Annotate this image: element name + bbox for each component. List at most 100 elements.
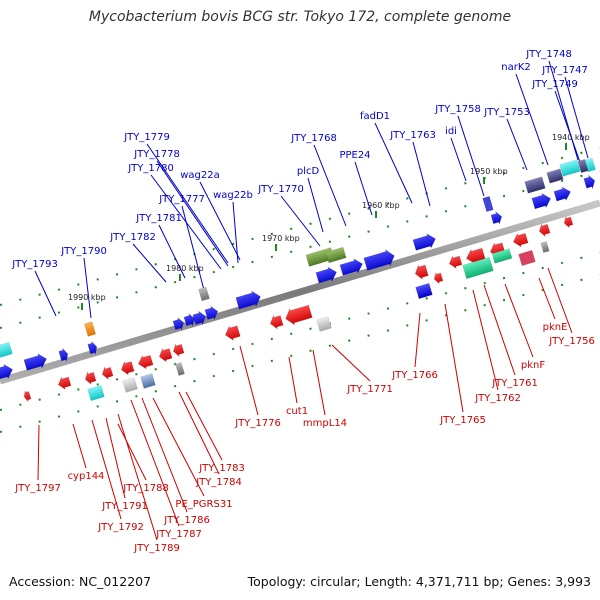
forward-gene-label[interactable]: fadD1	[360, 111, 390, 122]
reverse-gene-label[interactable]: cyp144	[68, 471, 105, 482]
reverse-gene-label[interactable]: JTY_1791	[101, 501, 148, 512]
gene-block[interactable]	[122, 377, 138, 393]
gene-block[interactable]	[462, 257, 494, 279]
gene-block[interactable]	[325, 246, 347, 264]
forward-gene-arrow[interactable]	[58, 347, 70, 363]
forward-gene-arrow[interactable]	[315, 265, 338, 285]
reverse-gene-label[interactable]: JTY_1786	[163, 515, 210, 526]
forward-gene-label[interactable]: wag22b	[213, 190, 253, 201]
reverse-gene-label[interactable]: pknE	[543, 322, 568, 333]
forward-gene-label[interactable]: wag22a	[180, 170, 220, 181]
forward-gene-arrow[interactable]	[23, 352, 48, 373]
reverse-gene-label[interactable]: JTY_1797	[14, 483, 61, 494]
forward-gene-label[interactable]: JTY_1782	[109, 232, 156, 243]
reverse-gene-label[interactable]: JTY_1765	[439, 415, 486, 426]
reverse-gene-label[interactable]: pknF	[521, 360, 545, 371]
forward-gene-label[interactable]: JTY_1777	[158, 194, 205, 205]
gene-block[interactable]	[415, 282, 433, 300]
reverse-gene-arrow[interactable]	[22, 389, 32, 403]
reverse-gene-arrow[interactable]	[511, 231, 529, 248]
forward-gene-label[interactable]: JTY_1747	[541, 65, 588, 76]
gene-block[interactable]	[524, 176, 546, 194]
reverse-gene-label[interactable]: JTY_1789	[133, 543, 180, 554]
forward-gene-label[interactable]: JTY_1749	[531, 79, 578, 90]
gene-block[interactable]	[482, 195, 494, 213]
forward-gene-label[interactable]: JTY_1790	[60, 246, 107, 257]
forward-gene-label[interactable]: idi	[445, 126, 457, 137]
forward-gene-label[interactable]: JTY_1768	[290, 133, 337, 144]
gene-block[interactable]	[316, 316, 332, 332]
forward-gene-arrow[interactable]	[235, 289, 263, 311]
reverse-gene-arrow[interactable]	[432, 271, 444, 285]
forward-gene-arrow[interactable]	[583, 174, 597, 190]
forward-gene-label[interactable]: JTY_1753	[483, 107, 530, 118]
reverse-gene-arrow[interactable]	[447, 254, 463, 270]
reverse-gene-label[interactable]: JTY_1766	[391, 370, 438, 381]
reverse-gene-arrow[interactable]	[83, 370, 97, 386]
gene-block[interactable]	[140, 373, 156, 389]
forward-gene-arrow[interactable]	[490, 210, 503, 225]
reverse-gene-arrow[interactable]	[537, 222, 551, 238]
gene-block[interactable]	[87, 384, 105, 402]
gene-block[interactable]	[577, 158, 589, 174]
gene-block[interactable]	[518, 249, 536, 267]
reverse-gene-arrow[interactable]	[562, 215, 574, 229]
forward-gene-arrow[interactable]	[412, 232, 437, 253]
gene-block[interactable]	[540, 241, 550, 253]
reverse-gene-arrow[interactable]	[413, 263, 429, 281]
reverse-gene-arrow[interactable]	[223, 324, 241, 342]
gene-block[interactable]	[0, 341, 13, 359]
reverse-gene-arrow[interactable]	[100, 365, 114, 381]
forward-gene-label[interactable]: JTY_1781	[135, 213, 182, 224]
forward-gene-arrow[interactable]	[339, 257, 364, 278]
gene-block[interactable]	[198, 286, 210, 302]
reverse-gene-label[interactable]: PE_PGRS31	[175, 499, 232, 510]
forward-gene-arrow[interactable]	[192, 310, 207, 327]
reverse-gene-arrow[interactable]	[56, 375, 72, 391]
gene-block[interactable]	[546, 168, 564, 184]
forward-gene-label[interactable]: JTY_1778	[133, 149, 180, 160]
gene-block[interactable]	[491, 248, 513, 264]
genome-title: Mycobacterium bovis BCG str. Tokyo 172, …	[88, 9, 512, 25]
reverse-gene-label[interactable]: JTY_1792	[97, 522, 144, 533]
reverse-gene-arrow[interactable]	[171, 342, 185, 358]
forward-gene-label[interactable]: JTY_1763	[389, 130, 436, 141]
forward-gene-arrow[interactable]	[183, 312, 196, 327]
reverse-gene-arrow[interactable]	[268, 314, 284, 331]
forward-gene-arrow[interactable]	[553, 185, 572, 203]
forward-gene-arrow[interactable]	[0, 362, 15, 381]
reverse-gene-arrow[interactable]	[283, 303, 313, 327]
forward-gene-arrow[interactable]	[531, 191, 553, 210]
forward-gene-arrow[interactable]	[87, 340, 99, 356]
forward-gene-arrow[interactable]	[204, 305, 219, 322]
reverse-gene-arrow[interactable]	[136, 353, 154, 370]
gene-block[interactable]	[84, 321, 96, 337]
reverse-gene-label[interactable]: JTY_1761	[491, 378, 538, 389]
reverse-gene-label[interactable]: JTY_1787	[155, 529, 202, 540]
reverse-gene-label[interactable]: JTY_1776	[234, 418, 281, 429]
gene-block[interactable]	[559, 159, 581, 177]
forward-gene-label[interactable]: JTY_1779	[123, 132, 170, 143]
label-connector	[105, 417, 126, 499]
reverse-gene-arrow[interactable]	[119, 360, 135, 377]
gene-block[interactable]	[175, 362, 185, 376]
reverse-gene-label[interactable]: JTY_1756	[548, 336, 595, 347]
forward-gene-label[interactable]: plcD	[297, 166, 320, 177]
reverse-gene-label[interactable]: cut1	[286, 406, 308, 417]
reverse-gene-label[interactable]: JTY_1788	[122, 483, 169, 494]
reverse-gene-label[interactable]: JTY_1762	[474, 393, 521, 404]
forward-gene-arrow[interactable]	[363, 248, 397, 273]
reverse-gene-label[interactable]: JTY_1784	[195, 477, 242, 488]
forward-gene-label[interactable]: JTY_1770	[257, 184, 304, 195]
forward-gene-label[interactable]: JTY_1793	[11, 259, 58, 270]
forward-gene-label[interactable]: JTY_1780	[127, 163, 174, 174]
forward-gene-arrow[interactable]	[172, 316, 185, 331]
reverse-gene-arrow[interactable]	[157, 347, 173, 364]
forward-gene-label[interactable]: JTY_1758	[434, 104, 481, 115]
reverse-gene-label[interactable]: JTY_1783	[198, 463, 245, 474]
reverse-gene-label[interactable]: mmpL14	[303, 418, 347, 429]
forward-gene-label[interactable]: narK2	[501, 62, 531, 73]
reverse-gene-label[interactable]: JTY_1771	[346, 384, 393, 395]
forward-gene-label[interactable]: PPE24	[339, 150, 370, 161]
forward-gene-label[interactable]: JTY_1748	[525, 49, 572, 60]
